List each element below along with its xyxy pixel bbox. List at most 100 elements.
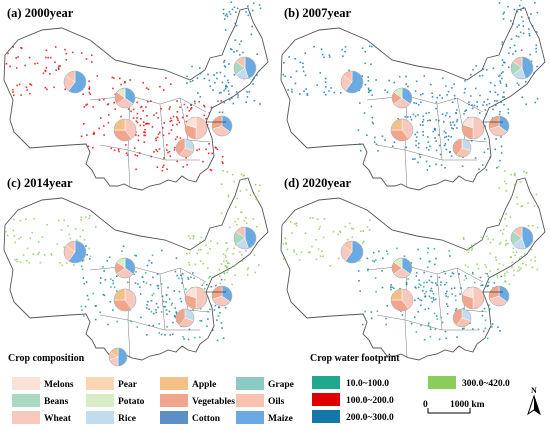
north-arrow-icon: N <box>527 386 541 416</box>
crop-label: Grape <box>268 380 294 390</box>
crop-legend-title: Crop composition <box>8 353 85 364</box>
crop-pie <box>114 87 136 109</box>
crop-label: Cotton <box>192 414 221 424</box>
crop-legend-item-beans: Beans <box>12 394 69 407</box>
crop-legend-item-rice: Rice <box>86 411 136 424</box>
crop-legend-item-apple: Apple <box>160 377 216 390</box>
crop-pie <box>63 70 87 94</box>
crop-label: Melons <box>44 380 74 390</box>
wf-swatch-1 <box>428 376 456 389</box>
wf-swatch-3 <box>312 410 340 423</box>
crop-swatch <box>12 411 40 424</box>
crop-pie <box>113 118 137 142</box>
map-panel-2: (c) 2014year <box>3 170 269 361</box>
wf-label-0: 10.0~100.0 <box>346 379 389 389</box>
crop-pie <box>510 226 534 250</box>
map-panel-1: (b) 2007year <box>280 0 546 191</box>
crop-swatch <box>236 411 264 424</box>
map-panel-3: (d) 2020year <box>280 165 546 361</box>
legend-pie-icon <box>108 347 128 367</box>
crop-legend-item-vegetables: Vegetables <box>160 394 235 407</box>
panel-title: (b) 2007year <box>284 6 351 20</box>
crop-label: Wheat <box>44 414 72 424</box>
crop-pie <box>461 116 485 140</box>
country-outline <box>280 177 546 361</box>
crop-swatch <box>160 394 188 407</box>
crop-legend-item-melons: Melons <box>12 377 74 390</box>
water-footprint-cells <box>282 0 539 171</box>
crop-pie <box>390 288 414 312</box>
crop-pie <box>390 118 414 142</box>
crop-pie <box>233 56 257 80</box>
crop-swatch <box>86 411 114 424</box>
crop-legend-item-pear: Pear <box>86 377 138 390</box>
crop-label: Potato <box>118 397 145 407</box>
panel-title: (d) 2020year <box>284 176 351 190</box>
crop-label: Beans <box>44 397 69 407</box>
crop-pie <box>211 285 233 307</box>
crop-swatch <box>86 377 114 390</box>
crop-pie <box>391 257 413 279</box>
panel-title: (c) 2014year <box>7 176 73 190</box>
province-boundaries <box>89 95 211 189</box>
water-footprint-legend: Crop water footprint 10.0~100.0 300.0~42… <box>310 353 541 423</box>
crop-pie <box>340 70 364 94</box>
scale-bar: 0 1000 km <box>423 400 485 414</box>
country-outline <box>280 7 546 191</box>
crop-legend-item-grape: Grape <box>236 377 294 390</box>
crop-swatch <box>236 394 264 407</box>
crop-pie <box>510 56 534 80</box>
crop-swatch <box>12 394 40 407</box>
province-boundaries <box>366 265 488 359</box>
crop-legend-item-maize: Maize <box>236 411 293 424</box>
legend-pie <box>108 347 128 367</box>
water-footprint-cells <box>5 170 261 342</box>
crop-pie <box>461 286 485 310</box>
crop-pie <box>452 308 472 328</box>
crop-label: Rice <box>118 414 136 424</box>
crop-legend-item-potato: Potato <box>86 394 145 407</box>
crop-swatch <box>12 377 40 390</box>
crop-swatch <box>236 377 264 390</box>
scale-start-label: 0 <box>423 400 428 410</box>
wf-label-3: 200.0~300.0 <box>346 413 394 423</box>
crop-label: Maize <box>268 414 293 424</box>
country-outline <box>3 177 269 361</box>
crop-legend: Crop composition Melons Pear Apple Grape Bea… <box>8 347 294 424</box>
crop-pie <box>211 115 233 137</box>
scale-end-label: 1000 km <box>450 400 485 410</box>
crop-swatch <box>160 411 188 424</box>
panel-title: (a) 2000year <box>7 6 74 20</box>
crop-pie <box>233 226 257 250</box>
crop-pie <box>391 87 413 109</box>
country-outline <box>3 7 269 191</box>
north-label: N <box>531 386 537 395</box>
wf-swatch-2 <box>312 393 340 406</box>
crop-pie <box>488 285 510 307</box>
crop-label: Pear <box>118 380 138 390</box>
crop-pie <box>184 286 208 310</box>
province-boundaries <box>89 265 211 359</box>
crop-label: Apple <box>192 380 216 390</box>
crop-pie <box>452 138 472 158</box>
wf-label-1: 300.0~420.0 <box>462 379 510 389</box>
map-panel-0: (a) 2000year <box>3 1 269 191</box>
crop-pie <box>113 288 137 312</box>
wf-legend-title: Crop water footprint <box>310 353 400 364</box>
crop-label: Vegetables <box>192 397 235 407</box>
crop-swatch <box>86 394 114 407</box>
crop-pie <box>63 240 87 264</box>
water-footprint-cells <box>5 1 262 172</box>
crop-swatch <box>160 377 188 390</box>
crop-legend-item-wheat: Wheat <box>12 411 72 424</box>
crop-legend-item-cotton: Cotton <box>160 411 221 424</box>
crop-pie <box>184 116 208 140</box>
crop-pie <box>114 257 136 279</box>
crop-label: Oils <box>268 397 285 407</box>
crop-pie <box>175 308 195 328</box>
crop-pie <box>175 138 195 158</box>
province-boundaries <box>366 95 488 189</box>
crop-pie <box>488 115 510 137</box>
wf-swatch-0 <box>312 376 340 389</box>
